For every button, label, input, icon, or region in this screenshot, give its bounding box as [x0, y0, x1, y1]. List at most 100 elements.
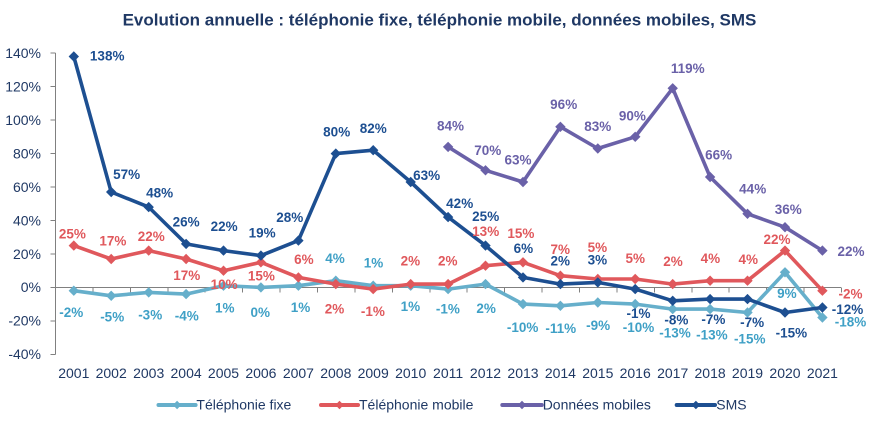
svg-text:36%: 36%	[775, 202, 802, 217]
svg-text:2016: 2016	[620, 365, 651, 381]
svg-text:25%: 25%	[472, 209, 499, 224]
svg-text:60%: 60%	[13, 179, 41, 195]
svg-text:4%: 4%	[325, 251, 345, 266]
svg-text:120%: 120%	[5, 79, 41, 95]
svg-text:1%: 1%	[215, 301, 235, 316]
svg-text:70%: 70%	[474, 143, 501, 158]
svg-text:-20%: -20%	[8, 313, 41, 329]
svg-text:140%: 140%	[5, 45, 41, 61]
svg-text:2010: 2010	[395, 365, 426, 381]
svg-text:-1%: -1%	[626, 306, 650, 321]
svg-text:2021: 2021	[807, 365, 838, 381]
svg-text:119%: 119%	[671, 61, 705, 76]
svg-text:2015: 2015	[582, 365, 613, 381]
svg-text:48%: 48%	[146, 186, 173, 201]
svg-text:44%: 44%	[739, 182, 766, 197]
svg-text:-13%: -13%	[659, 326, 691, 341]
svg-text:0%: 0%	[251, 305, 271, 320]
svg-text:1%: 1%	[401, 299, 421, 314]
svg-text:15%: 15%	[507, 226, 534, 241]
svg-text:Téléphonie fixe: Téléphonie fixe	[196, 397, 291, 413]
svg-text:-13%: -13%	[696, 328, 728, 343]
svg-text:2%: 2%	[476, 301, 496, 316]
svg-text:7%: 7%	[550, 242, 570, 257]
svg-text:0%: 0%	[21, 279, 41, 295]
svg-text:-10%: -10%	[623, 320, 655, 335]
svg-text:-18%: -18%	[835, 315, 867, 330]
svg-text:2014: 2014	[545, 365, 576, 381]
svg-text:90%: 90%	[619, 109, 646, 124]
svg-text:82%: 82%	[360, 121, 387, 136]
svg-text:22%: 22%	[138, 229, 165, 244]
svg-text:5%: 5%	[625, 251, 645, 266]
svg-text:42%: 42%	[446, 196, 473, 211]
svg-text:2020: 2020	[769, 365, 800, 381]
svg-text:2011: 2011	[433, 365, 463, 381]
svg-text:84%: 84%	[437, 118, 464, 133]
svg-text:5%: 5%	[588, 240, 608, 255]
svg-text:63%: 63%	[504, 153, 531, 168]
svg-text:80%: 80%	[323, 125, 350, 140]
svg-text:-2%: -2%	[59, 305, 83, 320]
svg-text:13%: 13%	[472, 224, 499, 239]
svg-text:Téléphonie mobile: Téléphonie mobile	[359, 397, 474, 413]
svg-text:17%: 17%	[173, 268, 200, 283]
svg-text:83%: 83%	[584, 119, 611, 134]
svg-text:Evolution annuelle : téléphoni: Evolution annuelle : téléphonie fixe, té…	[123, 11, 757, 30]
svg-text:SMS: SMS	[716, 397, 746, 413]
svg-text:-9%: -9%	[586, 318, 610, 333]
svg-text:-10%: -10%	[507, 320, 539, 335]
svg-text:22%: 22%	[763, 232, 790, 247]
svg-text:3%: 3%	[588, 252, 608, 267]
svg-text:2012: 2012	[470, 365, 501, 381]
svg-text:2002: 2002	[96, 365, 127, 381]
svg-text:-1%: -1%	[436, 302, 460, 317]
svg-text:2%: 2%	[325, 302, 345, 317]
svg-text:Données mobiles: Données mobiles	[543, 397, 651, 413]
svg-text:1%: 1%	[291, 300, 311, 315]
svg-text:138%: 138%	[90, 49, 125, 64]
svg-text:-12%: -12%	[832, 302, 864, 317]
svg-text:2018: 2018	[695, 365, 726, 381]
svg-text:4%: 4%	[701, 251, 721, 266]
svg-text:-15%: -15%	[776, 325, 808, 340]
svg-text:-15%: -15%	[734, 332, 766, 347]
svg-text:100%: 100%	[5, 112, 41, 128]
svg-text:-5%: -5%	[100, 310, 124, 325]
svg-text:-2%: -2%	[838, 286, 862, 301]
svg-text:80%: 80%	[13, 145, 41, 161]
svg-text:57%: 57%	[113, 167, 140, 182]
svg-text:15%: 15%	[248, 269, 275, 284]
svg-text:22%: 22%	[211, 219, 238, 234]
svg-text:-11%: -11%	[545, 321, 576, 336]
svg-text:20%: 20%	[13, 246, 41, 262]
svg-text:2006: 2006	[245, 365, 276, 381]
svg-text:17%: 17%	[99, 234, 126, 249]
svg-text:-3%: -3%	[138, 308, 162, 323]
svg-text:2005: 2005	[208, 365, 239, 381]
svg-text:2008: 2008	[320, 365, 351, 381]
svg-text:-7%: -7%	[701, 312, 725, 327]
svg-text:6%: 6%	[294, 252, 314, 267]
svg-text:63%: 63%	[413, 168, 440, 183]
svg-text:2003: 2003	[133, 365, 164, 381]
svg-text:9%: 9%	[777, 286, 797, 301]
svg-text:6%: 6%	[514, 241, 534, 256]
svg-text:66%: 66%	[705, 148, 732, 163]
svg-text:1%: 1%	[364, 256, 384, 271]
svg-text:-1%: -1%	[361, 304, 385, 319]
svg-text:-8%: -8%	[664, 313, 688, 328]
svg-text:19%: 19%	[249, 225, 276, 240]
svg-text:22%: 22%	[837, 244, 864, 259]
svg-text:2009: 2009	[358, 365, 389, 381]
svg-text:-40%: -40%	[8, 346, 41, 362]
svg-text:28%: 28%	[276, 210, 303, 225]
svg-text:2017: 2017	[657, 365, 688, 381]
svg-text:-4%: -4%	[175, 308, 199, 323]
svg-text:4%: 4%	[738, 252, 758, 267]
svg-text:2%: 2%	[550, 253, 570, 268]
svg-text:2013: 2013	[507, 365, 538, 381]
svg-text:96%: 96%	[550, 97, 577, 112]
svg-text:10%: 10%	[211, 277, 238, 292]
svg-text:2019: 2019	[732, 365, 763, 381]
